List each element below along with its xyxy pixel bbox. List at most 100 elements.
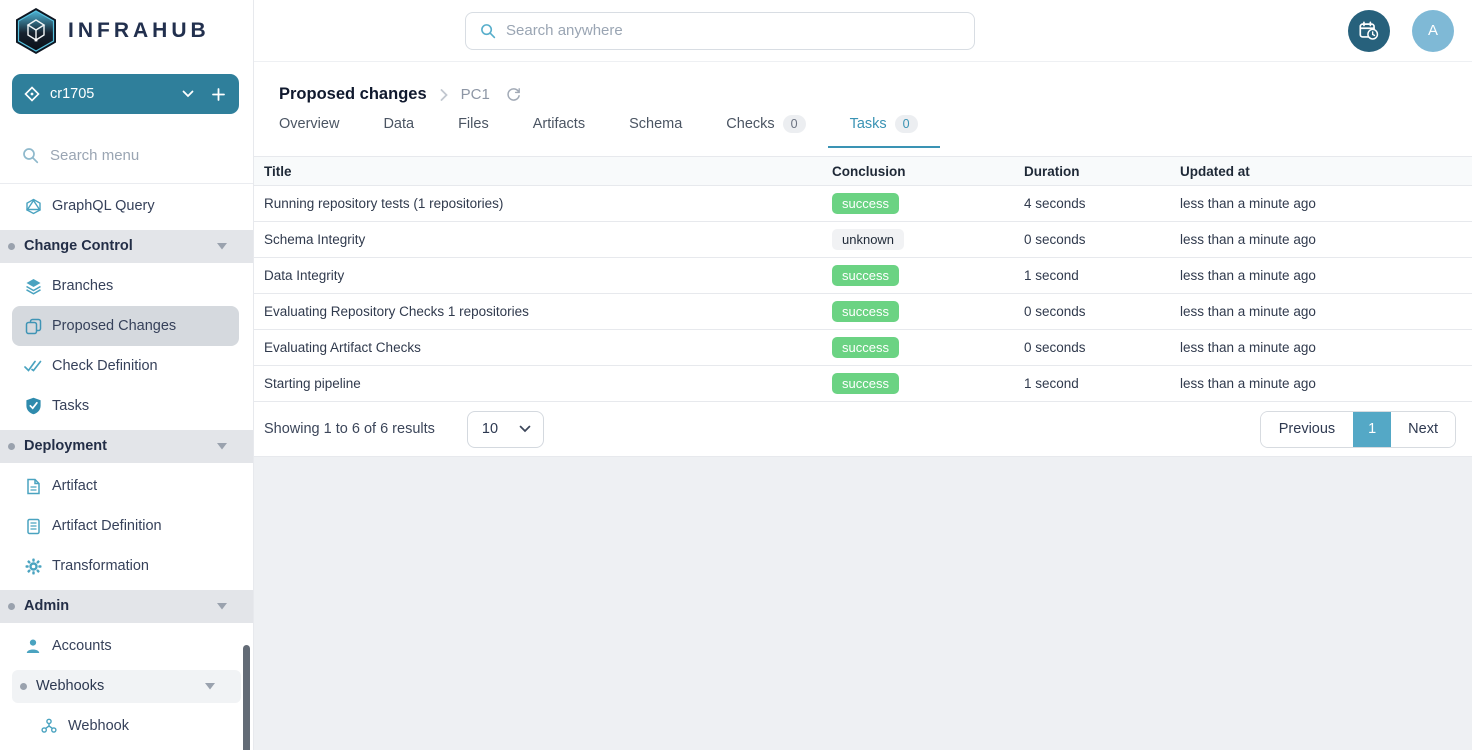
task-updated-at: less than a minute ago — [1170, 221, 1472, 258]
sidebar-section-deployment[interactable]: Deployment — [0, 426, 253, 466]
task-updated-at: less than a minute ago — [1170, 293, 1472, 330]
tab-artifacts[interactable]: Artifacts — [511, 115, 607, 148]
sidebar-item-label: Tasks — [52, 398, 90, 414]
section-bullet — [20, 682, 27, 690]
table-row[interactable]: Evaluating Artifact Checks success 0 sec… — [254, 329, 1472, 366]
page-size-value: 10 — [481, 421, 499, 437]
previous-page-button[interactable]: Previous — [1260, 411, 1354, 447]
sidebar-item-label: Artifact Definition — [52, 518, 162, 534]
magnifier-icon — [480, 23, 496, 39]
tab-schema[interactable]: Schema — [607, 115, 704, 148]
tab-files[interactable]: Files — [436, 115, 511, 148]
tab-label: Files — [458, 116, 489, 132]
table-row[interactable]: Schema Integrity unknown 0 seconds less … — [254, 221, 1472, 258]
sidebar: INFRAHUB cr1705 — [0, 0, 254, 750]
content-background — [254, 457, 1472, 750]
page-title[interactable]: Proposed changes — [279, 85, 427, 103]
chevron-down-icon[interactable] — [182, 90, 194, 98]
tab-label: Checks — [726, 116, 775, 132]
sidebar-item-branches[interactable]: Branches — [0, 266, 253, 306]
results-summary: Showing 1 to 6 of 6 results — [264, 421, 435, 437]
task-duration: 0 seconds — [1014, 329, 1170, 366]
column-header-title: Title — [254, 156, 822, 186]
page-size-select[interactable]: 10 — [466, 410, 544, 448]
column-header-conclusion: Conclusion — [822, 156, 1014, 186]
chevron-down-icon — [217, 442, 227, 450]
tasks-table: Title Conclusion Duration Updated at Run… — [254, 156, 1472, 402]
tab-checks[interactable]: Checks 0 — [704, 115, 827, 148]
section-bullet — [8, 602, 15, 610]
tab-bar: Overview Data Files Artifacts Schema Che… — [254, 115, 1472, 148]
tab-label: Overview — [279, 116, 340, 132]
task-duration: 0 seconds — [1014, 293, 1170, 330]
sidebar-item-webhook[interactable]: Webhook — [0, 706, 253, 746]
table-row[interactable]: Starting pipeline success 1 second less … — [254, 365, 1472, 402]
status-badge: unknown — [832, 229, 905, 250]
schedule-button[interactable] — [1348, 9, 1390, 52]
global-search-placeholder: Search anywhere — [506, 22, 623, 39]
status-badge: success — [832, 193, 899, 214]
calendar-clock-icon — [1358, 20, 1380, 42]
branch-selector[interactable]: cr1705 — [12, 74, 239, 114]
section-label: Deployment — [24, 438, 107, 454]
sidebar-item-transformation[interactable]: Transformation — [0, 546, 253, 586]
refresh-icon[interactable] — [506, 87, 521, 102]
tab-label: Artifacts — [532, 116, 586, 132]
sidebar-search-input[interactable]: Search menu — [0, 128, 253, 184]
avatar[interactable]: A — [1412, 9, 1454, 52]
branch-name: cr1705 — [50, 86, 95, 102]
sidebar-scrollbar-thumb[interactable] — [243, 645, 250, 750]
main-area: Search anywhere A — [254, 0, 1472, 750]
branch-icon — [24, 86, 40, 102]
task-duration: 1 second — [1014, 365, 1170, 402]
sidebar-item-label: GraphQL Query — [52, 198, 155, 214]
sidebar-item-label: Branches — [52, 278, 114, 294]
task-title: Evaluating Repository Checks 1 repositor… — [254, 293, 822, 330]
task-duration: 1 second — [1014, 257, 1170, 294]
table-row[interactable]: Data Integrity success 1 second less tha… — [254, 257, 1472, 294]
table-header-row: Title Conclusion Duration Updated at — [254, 156, 1472, 186]
tab-label: Schema — [629, 116, 683, 132]
tab-tasks[interactable]: Tasks 0 — [827, 115, 940, 148]
page-number-button[interactable]: 1 — [1353, 411, 1392, 447]
tab-count-badge: 0 — [782, 115, 806, 133]
sidebar-item-tasks[interactable]: Tasks — [0, 386, 253, 426]
sidebar-item-accounts[interactable]: Accounts — [0, 626, 253, 666]
layers-icon — [24, 278, 42, 295]
sidebar-section-admin[interactable]: Admin — [0, 586, 253, 626]
shield-check-icon — [24, 397, 42, 415]
tab-label: Tasks — [849, 116, 887, 132]
global-search-input[interactable]: Search anywhere — [465, 11, 975, 50]
sidebar-item-label: Accounts — [52, 638, 112, 654]
sidebar-item-check-definition[interactable]: Check Definition — [0, 346, 253, 386]
sidebar-item-artifact[interactable]: Artifact — [0, 466, 253, 506]
tab-data[interactable]: Data — [361, 115, 436, 148]
section-bullet — [8, 442, 15, 450]
tab-overview[interactable]: Overview — [279, 115, 361, 148]
section-label: Webhooks — [36, 678, 105, 694]
next-page-button[interactable]: Next — [1391, 411, 1455, 447]
sidebar-section-change-control[interactable]: Change Control — [0, 226, 253, 266]
task-updated-at: less than a minute ago — [1170, 185, 1472, 222]
chevron-down-icon — [217, 242, 227, 250]
sidebar-item-label: Artifact — [52, 478, 98, 494]
add-branch-icon[interactable] — [212, 87, 225, 101]
task-title: Starting pipeline — [254, 365, 822, 402]
status-badge: success — [832, 373, 899, 394]
column-header-duration: Duration — [1014, 156, 1170, 186]
sidebar-item-artifact-definition[interactable]: Artifact Definition — [0, 506, 253, 546]
table-row[interactable]: Evaluating Repository Checks 1 repositor… — [254, 293, 1472, 330]
table-row[interactable]: Running repository tests (1 repositories… — [254, 185, 1472, 222]
gear-icon — [24, 558, 42, 575]
sidebar-item-proposed-changes[interactable]: Proposed Changes — [12, 306, 239, 346]
brand-logo[interactable]: INFRAHUB — [0, 0, 253, 62]
nodes-icon — [40, 718, 58, 734]
sidebar-item-graphql-query[interactable]: GraphQL Query — [0, 186, 253, 226]
sidebar-subsection-webhooks[interactable]: Webhooks — [0, 666, 253, 706]
top-header: Search anywhere A — [254, 0, 1472, 62]
task-title: Data Integrity — [254, 257, 822, 294]
status-badge: success — [832, 301, 899, 322]
file-icon — [24, 478, 42, 495]
chevron-down-icon — [519, 425, 531, 433]
